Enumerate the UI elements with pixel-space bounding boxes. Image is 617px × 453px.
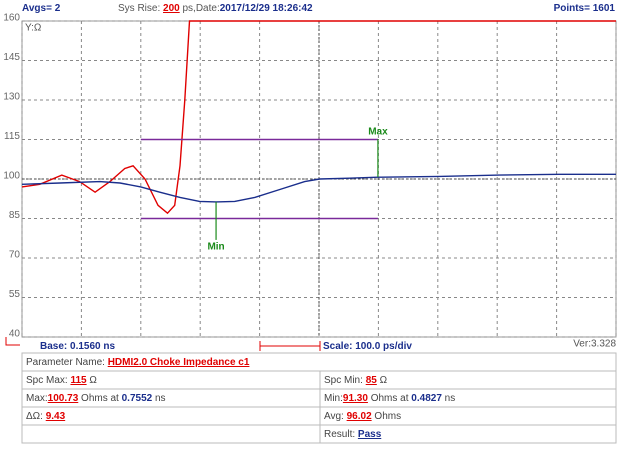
points: Points= 1601: [554, 3, 616, 14]
value: 91.30: [343, 393, 368, 404]
unit: Ohms at: [78, 393, 121, 404]
points-value: 1601: [593, 3, 616, 14]
y-tick-label: 115: [4, 131, 20, 142]
label: Avg:: [324, 411, 347, 422]
spc-max: Spc Max: 115 Ω: [26, 375, 97, 386]
unit: Ohms at: [368, 393, 411, 404]
y-tick-label: 130: [3, 92, 20, 103]
marker-label: Min: [207, 242, 224, 253]
scale-label: Scale:: [323, 341, 355, 352]
rise-label: Sys Rise:: [118, 3, 163, 14]
value: 115: [70, 375, 87, 386]
y-tick-label: 70: [9, 250, 21, 261]
label: Spc Min:: [324, 375, 366, 386]
base-unit: ns: [101, 341, 116, 352]
rise-value: 200: [163, 3, 180, 14]
y-tick-label: 100: [3, 171, 20, 182]
series-line: [21, 173, 616, 203]
value: 85: [366, 375, 378, 386]
y-tick-label: 160: [3, 13, 20, 24]
scale-unit: ps/div: [380, 341, 412, 352]
avg: Avg: 96.02 Ohms: [324, 411, 401, 422]
at: 0.7552: [122, 393, 153, 404]
result: Result: Pass: [324, 429, 382, 440]
unit: Ohms: [372, 411, 401, 422]
delta: ΔΩ: 9.43: [26, 411, 66, 422]
sys-rise: Sys Rise: 200 ps,Date:2017/12/29 18:26:4…: [118, 3, 313, 14]
base: Base: 0.1560 ns: [40, 341, 115, 352]
param-label: Parameter Name:: [26, 357, 108, 368]
points-label: Points=: [554, 3, 593, 14]
marker-label: Max: [368, 127, 388, 138]
y-tick-label: 145: [3, 52, 20, 63]
label: Spc Max:: [26, 375, 70, 386]
date: 2017/12/29 18:26:42: [220, 3, 313, 14]
unit: ns: [442, 393, 455, 404]
label: Result:: [324, 429, 358, 440]
min: Min:91.30 Ohms at 0.4827 ns: [324, 393, 455, 404]
y-label: Y:Ω: [25, 23, 42, 34]
rise-unit: ps,Date:: [180, 3, 220, 14]
scale-value: 100.0: [355, 341, 380, 352]
param: Parameter Name: HDMI2.0 Choke Impedance …: [26, 357, 250, 368]
avgs-value: 2: [55, 3, 61, 14]
label: Max:: [26, 393, 48, 404]
value: Pass: [358, 429, 382, 440]
series-line: [21, 20, 616, 215]
unit: Ω: [377, 375, 388, 386]
avgs-label: Avgs=: [22, 3, 55, 14]
base-marker: [5, 337, 20, 346]
table-grid: [21, 352, 617, 444]
version: Ver:3.328: [573, 339, 616, 350]
scale: Scale: 100.0 ps/div: [323, 341, 412, 352]
base-label: Base:: [40, 341, 70, 352]
value: 100.73: [48, 393, 79, 404]
unit: Ω: [87, 375, 98, 386]
y-tick-label: 85: [9, 210, 21, 221]
unit: ns: [152, 393, 165, 404]
scale-marker: [259, 341, 321, 351]
param-value: HDMI2.0 Choke Impedance c1: [108, 357, 250, 368]
spc-min: Spc Min: 85 Ω: [324, 375, 388, 386]
base-value: 0.1560: [70, 341, 101, 352]
label: ΔΩ:: [26, 411, 46, 422]
label: Min:: [324, 393, 343, 404]
value: 9.43: [46, 411, 66, 422]
y-tick-label: 55: [9, 289, 21, 300]
y-tick-label: 40: [9, 329, 21, 340]
at: 0.4827: [411, 393, 442, 404]
max: Max:100.73 Ohms at 0.7552 ns: [26, 393, 166, 404]
value: 96.02: [347, 411, 372, 422]
avgs: Avgs= 2: [22, 3, 61, 14]
